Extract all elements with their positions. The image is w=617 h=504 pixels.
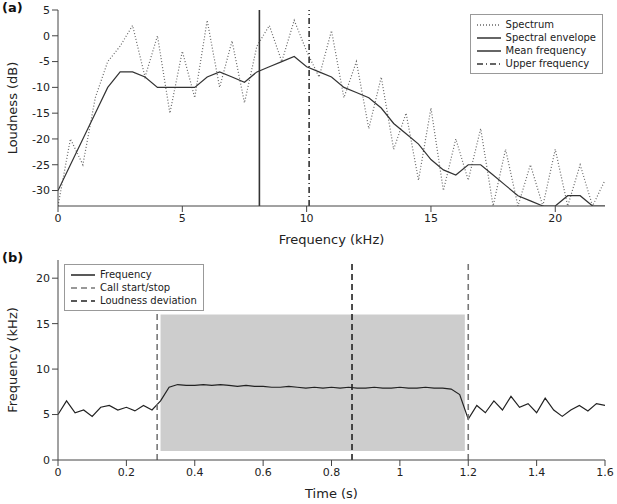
svg-text:10: 10	[36, 363, 50, 376]
svg-text:-30: -30	[32, 184, 50, 197]
html-text:(a): (a)	[2, 0, 23, 15]
svg-text:1.4: 1.4	[528, 466, 546, 479]
html-text:Mean frequency: Mean frequency	[505, 45, 587, 56]
html-text:Frequency: Frequency	[100, 269, 152, 280]
svg-text:0: 0	[55, 212, 62, 225]
svg-text:10: 10	[300, 212, 314, 225]
html-text:Spectrum: Spectrum	[505, 19, 554, 30]
svg-text:Loudness (dB): Loudness (dB)	[5, 62, 20, 155]
svg-text:15: 15	[424, 212, 438, 225]
svg-text:1.2: 1.2	[460, 466, 478, 479]
html-text:(b): (b)	[2, 250, 24, 265]
svg-text:20: 20	[548, 212, 562, 225]
svg-text:-20: -20	[32, 133, 50, 146]
svg-text:5: 5	[43, 4, 50, 17]
html-text:Call start/stop: Call start/stop	[100, 282, 171, 293]
html-text:Spectral envelope: Spectral envelope	[505, 32, 596, 43]
svg-text:5: 5	[43, 408, 50, 421]
svg-text:5: 5	[179, 212, 186, 225]
svg-text:-10: -10	[32, 81, 50, 94]
svg-text:0.4: 0.4	[186, 466, 204, 479]
svg-text:0: 0	[55, 466, 62, 479]
svg-text:0.2: 0.2	[118, 466, 136, 479]
svg-text:Time (s): Time (s)	[304, 486, 358, 501]
svg-text:Frequency (kHz): Frequency (kHz)	[5, 307, 20, 413]
svg-text:15: 15	[36, 318, 50, 331]
svg-text:-5: -5	[39, 55, 50, 68]
svg-text:0: 0	[43, 454, 50, 467]
html-text:Upper frequency: Upper frequency	[505, 58, 590, 69]
svg-text:Frequency (kHz): Frequency (kHz)	[279, 232, 385, 247]
html-text:Loudness deviation: Loudness deviation	[100, 295, 197, 306]
svg-text:-15: -15	[32, 107, 50, 120]
svg-text:20: 20	[36, 272, 50, 285]
svg-text:-25: -25	[32, 159, 50, 172]
svg-text:1: 1	[396, 466, 403, 479]
svg-text:0.6: 0.6	[254, 466, 272, 479]
svg-text:0: 0	[43, 30, 50, 43]
svg-text:0.8: 0.8	[323, 466, 341, 479]
svg-text:1.6: 1.6	[596, 466, 614, 479]
